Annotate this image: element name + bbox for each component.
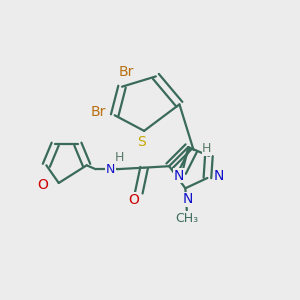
Text: H: H	[202, 142, 212, 155]
Text: O: O	[38, 178, 48, 192]
Text: O: O	[128, 193, 139, 207]
Text: N: N	[213, 169, 224, 183]
Text: N: N	[174, 169, 184, 183]
Text: Br: Br	[91, 105, 106, 119]
Text: CH₃: CH₃	[175, 212, 198, 225]
Text: H: H	[114, 151, 124, 164]
Text: N: N	[183, 193, 194, 206]
Text: N: N	[106, 163, 115, 176]
Text: S: S	[137, 135, 146, 149]
Text: Br: Br	[119, 65, 134, 79]
